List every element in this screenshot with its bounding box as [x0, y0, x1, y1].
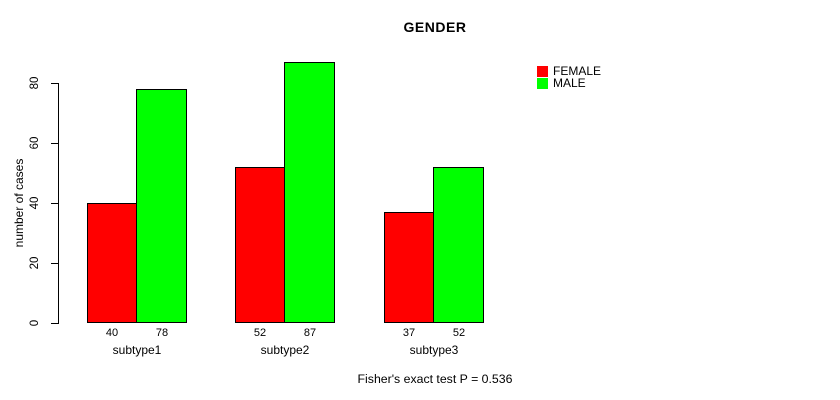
legend-label: FEMALE [553, 63, 602, 78]
bar-value-label: 78 [155, 327, 169, 339]
bar-value-label: 52 [452, 327, 466, 339]
bar-male-subtype3 [433, 167, 484, 323]
y-tick-label: 0 [29, 319, 41, 327]
bar-male-subtype1 [136, 89, 187, 323]
category-label-subtype2: subtype2 [260, 343, 310, 357]
y-tick-mark [51, 323, 59, 324]
category-label-subtype3: subtype3 [409, 343, 459, 357]
y-tick-mark [51, 263, 59, 264]
bar-male-subtype2 [284, 62, 335, 323]
legend-entry-female: FEMALE [537, 65, 601, 77]
bar-female-subtype1 [87, 203, 137, 323]
legend-swatch-male [537, 77, 548, 89]
bar-value-label: 40 [105, 327, 119, 339]
y-tick-mark [51, 143, 59, 144]
y-tick-label: 60 [29, 136, 41, 150]
y-tick-mark [51, 203, 59, 204]
legend-label: MALE [553, 75, 586, 90]
y-tick-label: 80 [29, 76, 41, 90]
legend-swatch-female [537, 65, 548, 77]
bar-value-label: 52 [253, 327, 267, 339]
category-label-subtype1: subtype1 [112, 343, 162, 357]
bar-value-label: 37 [402, 327, 416, 339]
bar-value-label: 87 [303, 327, 317, 339]
y-axis-label: number of cases [12, 158, 26, 248]
y-tick-label: 20 [29, 256, 41, 270]
y-tick-mark [51, 83, 59, 84]
fisher-test-annotation: Fisher's exact test P = 0.536 [357, 372, 513, 386]
legend-entry-male: MALE [537, 77, 586, 89]
bar-female-subtype3 [384, 212, 434, 323]
y-tick-label: 40 [29, 196, 41, 210]
bar-female-subtype2 [235, 167, 285, 323]
chart-title: GENDER [403, 19, 467, 35]
